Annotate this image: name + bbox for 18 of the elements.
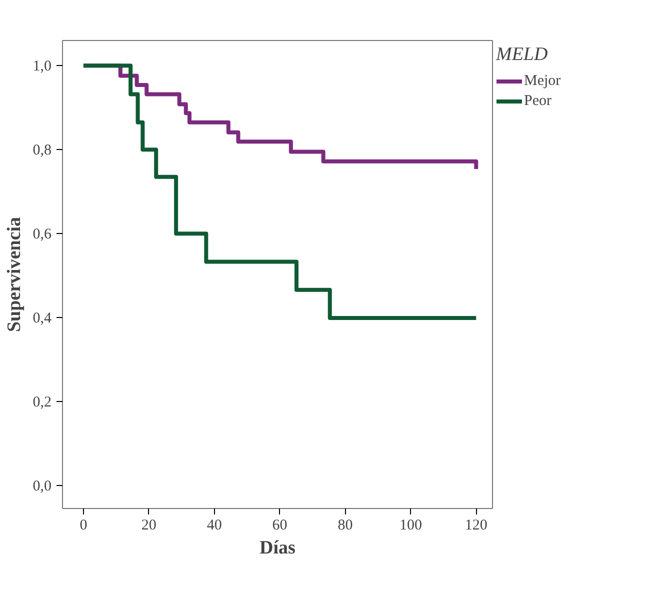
x-tick-label: 20 xyxy=(141,518,156,534)
x-tick-label: 40 xyxy=(206,518,222,534)
y-axis-title: Supervivencia xyxy=(4,216,25,332)
y-tick-label: 0,6 xyxy=(32,226,52,243)
x-tick-label: 0 xyxy=(80,518,88,534)
y-tick-label: 0,0 xyxy=(32,478,52,494)
y-tick-label: 0,4 xyxy=(32,310,52,327)
x-tick-label: 100 xyxy=(399,518,422,534)
legend-label: Peor xyxy=(524,92,552,110)
x-tick-label: 80 xyxy=(338,518,353,534)
y-tick-label: 0,2 xyxy=(32,394,52,410)
legend-title: MELD xyxy=(496,44,549,66)
legend-label: Mejor xyxy=(524,72,561,90)
y-tick-label: 1,0 xyxy=(32,58,52,75)
y-tick-label: 0,8 xyxy=(32,142,52,159)
x-tick-label: 120 xyxy=(464,518,488,534)
x-tick-label: 60 xyxy=(272,518,288,534)
x-axis-title: Días xyxy=(260,538,296,558)
